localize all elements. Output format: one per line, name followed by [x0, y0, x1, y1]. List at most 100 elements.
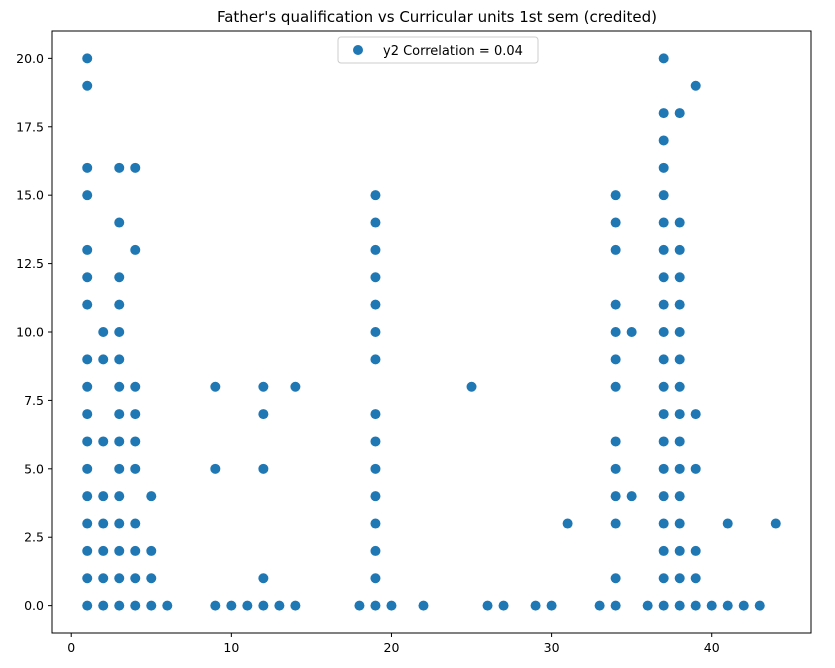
data-point [370, 600, 381, 611]
data-point [754, 600, 765, 611]
data-point [82, 409, 93, 420]
data-point [674, 244, 685, 255]
y-tick-label: 5.0 [24, 461, 44, 476]
data-point [562, 518, 573, 529]
data-point [610, 217, 621, 228]
data-point [370, 491, 381, 502]
data-point [370, 354, 381, 365]
y-tick-label: 20.0 [16, 51, 44, 66]
data-point [610, 354, 621, 365]
points-layer [82, 53, 781, 611]
data-point [82, 53, 93, 64]
data-point [674, 463, 685, 474]
data-point [658, 244, 669, 255]
data-point [82, 600, 93, 611]
legend-label: y2 Correlation = 0.04 [383, 44, 523, 59]
data-point [82, 545, 93, 556]
legend-marker [353, 45, 363, 55]
data-point [658, 135, 669, 146]
data-point [370, 190, 381, 201]
data-point [690, 600, 701, 611]
data-point [370, 272, 381, 283]
data-point [82, 491, 93, 502]
data-point [226, 600, 237, 611]
y-tick-label: 7.5 [24, 393, 44, 408]
plot-frame [51, 30, 812, 634]
data-point [258, 409, 269, 420]
y-axis: 0.0 2.5 5.0 7.5 10.0 12.5 15.0 17.5 20.0 [16, 51, 52, 613]
data-point [258, 381, 269, 392]
data-point [690, 545, 701, 556]
data-point [210, 463, 221, 474]
data-point [658, 545, 669, 556]
data-point [610, 190, 621, 201]
data-point [610, 600, 621, 611]
data-point [610, 381, 621, 392]
data-point [98, 600, 109, 611]
data-point [98, 491, 109, 502]
data-point [658, 600, 669, 611]
data-point [82, 463, 93, 474]
data-point [610, 491, 621, 502]
data-point [658, 53, 669, 64]
data-point [626, 491, 637, 502]
data-point [642, 600, 653, 611]
y-tick-label: 2.5 [24, 530, 44, 545]
data-point [690, 463, 701, 474]
data-point [690, 409, 701, 420]
data-point [130, 244, 141, 255]
data-point [82, 299, 93, 310]
data-point [370, 436, 381, 447]
data-point [610, 299, 621, 310]
data-point [418, 600, 429, 611]
data-point [546, 600, 557, 611]
data-point [674, 354, 685, 365]
data-point [114, 600, 125, 611]
data-point [690, 80, 701, 91]
data-point [258, 573, 269, 584]
data-point [674, 573, 685, 584]
data-point [370, 299, 381, 310]
data-point [274, 600, 285, 611]
data-point [130, 463, 141, 474]
data-point [258, 600, 269, 611]
data-point [674, 217, 685, 228]
x-tick-label: 10 [223, 640, 239, 655]
data-point [258, 463, 269, 474]
data-point [370, 463, 381, 474]
data-point [594, 600, 605, 611]
data-point [146, 573, 157, 584]
data-point [482, 600, 493, 611]
data-point [658, 272, 669, 283]
data-point [722, 600, 733, 611]
data-point [690, 573, 701, 584]
data-point [98, 327, 109, 337]
data-point [114, 463, 125, 474]
data-point [82, 518, 93, 529]
data-point [674, 491, 685, 502]
y-tick-label: 12.5 [16, 256, 44, 271]
data-point [210, 600, 221, 611]
data-point [82, 272, 93, 283]
data-point [130, 162, 141, 173]
data-point [82, 381, 93, 392]
data-point [114, 217, 125, 228]
data-point [674, 518, 685, 529]
data-point [370, 545, 381, 556]
data-point [658, 436, 669, 447]
data-point [674, 272, 685, 283]
data-point [82, 80, 93, 91]
data-point [658, 327, 669, 337]
data-point [290, 381, 301, 392]
data-point [610, 436, 621, 447]
data-point [370, 244, 381, 255]
data-point [114, 299, 125, 310]
data-point [130, 381, 141, 392]
data-point [114, 327, 125, 337]
data-point [658, 108, 669, 119]
data-point [242, 600, 253, 611]
data-point [130, 545, 141, 556]
data-point [658, 354, 669, 365]
data-point [130, 600, 141, 611]
data-point [658, 381, 669, 392]
